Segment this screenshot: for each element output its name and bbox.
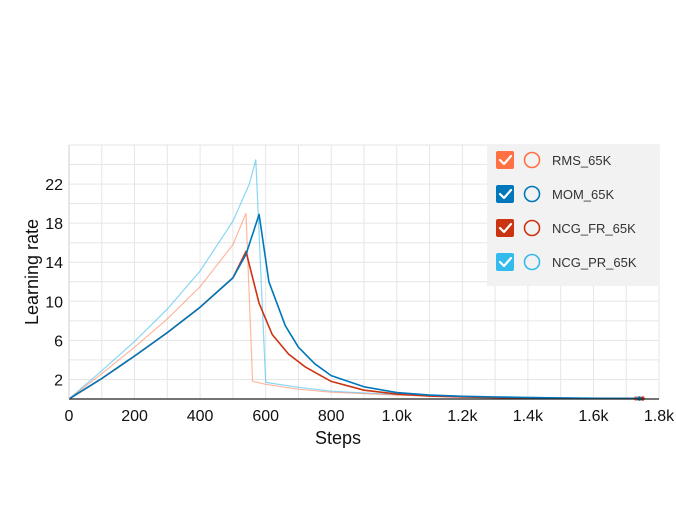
y-tick-label: 14	[45, 255, 63, 272]
series-radio-icon[interactable]	[523, 185, 541, 203]
checkmark-icon	[498, 256, 513, 268]
legend-item[interactable]: RMS_65K	[496, 151, 612, 169]
series-lines	[68, 159, 645, 401]
series-line	[68, 213, 640, 400]
legend-label: MOM_65K	[552, 187, 614, 202]
x-axis-title: Steps	[315, 428, 361, 448]
x-tick-label: 1.2k	[447, 408, 478, 425]
legend-label: NCG_PR_65K	[552, 255, 637, 270]
legend-item[interactable]: NCG_PR_65K	[496, 253, 637, 271]
x-tick-label: 400	[187, 408, 214, 425]
x-tick-label: 600	[252, 408, 279, 425]
x-tick-label: 1.0k	[382, 408, 413, 425]
y-tick-label: 18	[45, 216, 63, 233]
series-radio-icon[interactable]	[523, 253, 541, 271]
x-tick-label: 1.4k	[513, 408, 544, 425]
x-tick-label: 0	[65, 408, 74, 425]
series-radio-icon[interactable]	[523, 219, 541, 237]
tick-labels: 0 200 400 600 800 1.0k 1.2k 1.4k 1.6k 1.8k 2 6 10 14 1…	[45, 177, 675, 425]
x-tick-label: 1.8k	[644, 408, 675, 425]
checkmark-icon	[498, 188, 513, 200]
legend-label: NCG_FR_65K	[552, 221, 636, 236]
legend-label: RMS_65K	[552, 153, 612, 168]
legend-checkbox[interactable]	[496, 185, 514, 203]
checkmark-icon	[498, 154, 513, 166]
legend: RMS_65K MOM_65K NCG_FR_65K NCG_PR_65K	[487, 145, 659, 286]
legend-checkbox[interactable]	[496, 151, 514, 169]
y-tick-label: 2	[54, 372, 63, 389]
x-tick-label: 200	[121, 408, 148, 425]
y-tick-label: 10	[45, 294, 63, 311]
legend-item[interactable]: NCG_FR_65K	[496, 219, 636, 237]
legend-item[interactable]: MOM_65K	[496, 185, 614, 203]
y-axis-title: Learning rate	[22, 219, 42, 325]
x-tick-label: 1.6k	[578, 408, 609, 425]
y-tick-label: 6	[54, 333, 63, 350]
legend-checkbox[interactable]	[496, 219, 514, 237]
legend-checkbox[interactable]	[496, 253, 514, 271]
checkmark-icon	[498, 222, 513, 234]
axes	[68, 145, 659, 400]
y-tick-label: 22	[45, 177, 63, 194]
x-tick-label: 800	[318, 408, 345, 425]
legend-panel	[487, 145, 659, 286]
series-radio-icon[interactable]	[523, 151, 541, 169]
